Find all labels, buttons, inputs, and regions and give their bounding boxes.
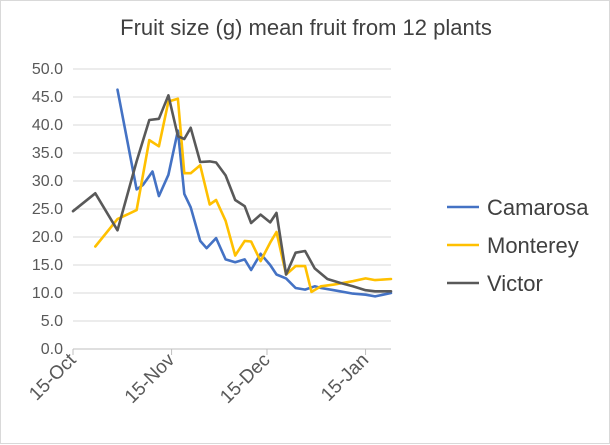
x-tick-label: 15-Dec: [216, 350, 274, 408]
chart-title: Fruit size (g) mean fruit from 12 plants: [120, 15, 492, 40]
legend-label-camarosa: Camarosa: [487, 195, 589, 220]
y-tick-label: 25.0: [32, 201, 63, 218]
y-tick-label: 10.0: [32, 285, 63, 302]
legend-label-monterey: Monterey: [487, 233, 579, 258]
y-tick-label: 0.0: [41, 341, 63, 358]
y-tick-label: 45.0: [32, 89, 63, 106]
y-tick-label: 50.0: [32, 61, 63, 78]
series-line-victor: [71, 94, 393, 293]
series-line-monterey: [94, 97, 393, 294]
y-tick-label: 20.0: [32, 229, 63, 246]
legend: Camarosa Monterey Victor: [447, 195, 589, 296]
legend-label-victor: Victor: [487, 271, 543, 296]
y-tick-label: 35.0: [32, 145, 63, 162]
gridlines: [73, 68, 391, 322]
x-tick-label: 15-Jan: [317, 350, 373, 406]
y-tick-label: 40.0: [32, 117, 63, 134]
y-tick-label: 30.0: [32, 173, 63, 190]
x-tick-label: 15-Nov: [121, 349, 180, 408]
y-tick-label: 5.0: [41, 313, 63, 330]
axes: 0.0 5.0 10.0 15.0 20.0 25.0 30.0 35.0 40.0 45.0 50…: [25, 61, 391, 408]
series-lines: [71, 88, 393, 298]
series-line-camarosa: [116, 88, 393, 298]
y-tick-label: 15.0: [32, 257, 63, 274]
